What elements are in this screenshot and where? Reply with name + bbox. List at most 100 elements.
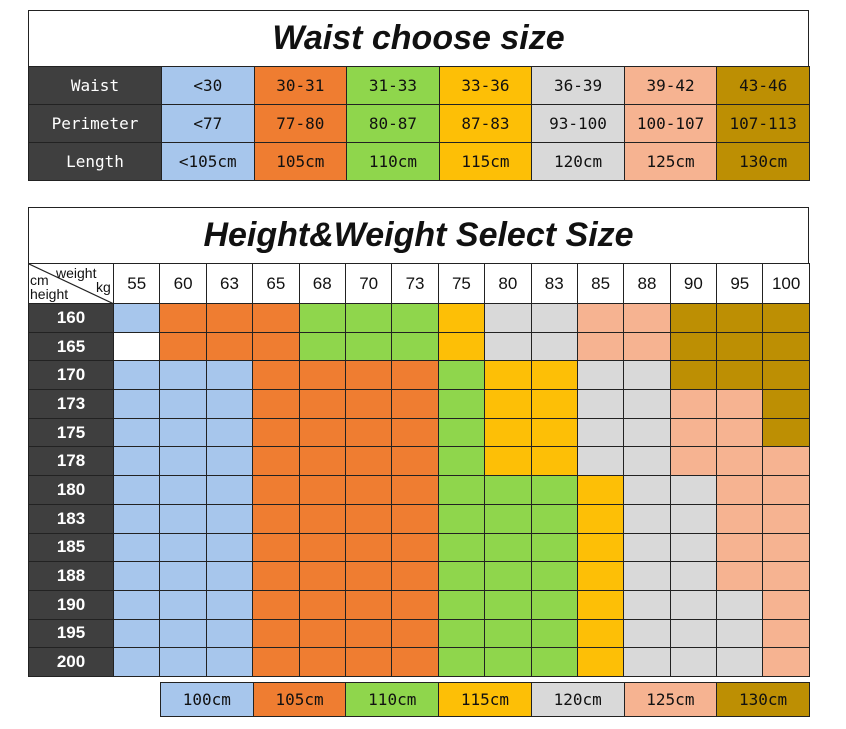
size-cell: <77 [161,104,255,143]
size-grid-cell [437,503,486,534]
height-row: 200 [28,647,810,677]
size-grid-cell [205,647,254,677]
size-grid-cell [112,389,161,419]
size-grid-cell [252,618,300,649]
length-legend: 100cm 105cm 110cm 115cm 120cm 125cm 130cm [160,682,810,717]
size-grid-cell [484,417,532,448]
size-grid-cell [205,475,254,505]
size-grid-cell [298,618,346,649]
size-grid-cell [716,475,764,505]
size-cell: 100-107 [623,104,718,143]
size-grid-cell [669,446,718,477]
corner-height: height [30,286,69,302]
height-label: 190 [28,589,114,620]
height-weight-size-table: weight kg cm height 55 60 63 65 68 70 73 75 80 83 85 88… [28,263,810,677]
height-row: 188 [28,561,810,591]
size-grid-cell [391,618,439,649]
legend-row: 100cm 105cm 110cm 115cm 120cm 125cm 130cm [160,682,810,717]
size-grid-cell [576,647,625,677]
size-grid-cell [484,503,532,534]
height-label: 170 [28,360,114,391]
legend-item: 105cm [252,682,347,717]
size-grid-cell [623,618,671,649]
size-grid-cell [576,417,625,448]
size-grid-cell [437,303,486,333]
size-grid-cell [623,589,671,620]
height-row: 178 [28,446,810,477]
hw-table-title-box: Height&Weight Select Size [28,207,809,263]
size-grid-cell [669,360,718,391]
size-grid-cell [252,389,300,419]
size-grid-cell [205,503,254,534]
height-row: 170 [28,360,810,391]
size-grid-cell [344,389,393,419]
size-grid-cell [344,331,393,362]
size-grid-cell [530,360,578,391]
size-grid-cell [669,532,718,563]
size-grid-cell [530,532,578,563]
size-grid-cell [437,389,486,419]
legend-item: 130cm [716,682,810,717]
weight-header: 85 [576,263,625,304]
size-grid-cell [623,389,671,419]
size-grid-cell [391,503,439,534]
size-grid-cell [298,647,346,677]
weight-header: 65 [252,263,300,304]
size-grid-cell [716,647,764,677]
size-grid-cell [205,417,254,448]
size-grid-cell [437,446,486,477]
size-cell: 80-87 [346,104,440,143]
size-grid-cell [252,503,300,534]
size-grid-cell [762,446,810,477]
size-grid-cell [112,561,161,591]
size-grid-cell [762,417,810,448]
size-grid-cell [716,389,764,419]
weight-header: 60 [159,263,207,304]
size-grid-cell [484,618,532,649]
size-grid-cell [484,532,532,563]
size-grid-cell [437,417,486,448]
height-label: 165 [28,331,114,362]
size-cell: 105cm [253,142,348,181]
size-grid-cell [159,503,207,534]
size-grid-cell [623,532,671,563]
size-grid-cell [205,303,254,333]
size-grid-cell [205,589,254,620]
size-grid-cell [252,475,300,505]
size-grid-cell [391,589,439,620]
size-grid-cell [344,618,393,649]
size-grid-cell [530,446,578,477]
waist-table-title-box: Waist choose size [28,10,809,66]
height-label: 175 [28,417,114,448]
size-grid-cell [252,589,300,620]
size-grid-cell [344,561,393,591]
size-grid-cell [576,503,625,534]
size-grid-cell [112,503,161,534]
size-grid-cell [530,561,578,591]
size-cell: 36-39 [531,66,625,105]
size-grid-cell [344,417,393,448]
size-grid-cell [530,647,578,677]
size-grid-cell [344,589,393,620]
size-grid-cell [112,331,161,362]
size-grid-cell [576,303,625,333]
size-grid-cell [437,618,486,649]
size-grid-cell [669,389,718,419]
size-grid-cell [205,618,254,649]
size-grid-cell [112,618,161,649]
size-grid-cell [762,618,810,649]
height-row: 183 [28,503,810,534]
size-grid-cell [484,647,532,677]
size-grid-cell [112,417,161,448]
height-label: 183 [28,503,114,534]
size-grid-cell [623,303,671,333]
size-grid-cell [576,389,625,419]
size-grid-cell [391,446,439,477]
corner-header: weight kg cm height [28,263,114,304]
weight-header: 83 [530,263,578,304]
waist-size-table: Waist <30 30-31 31-33 33-36 36-39 39-42 43-46 Pe… [28,66,810,181]
size-grid-cell [298,303,346,333]
size-grid-cell [762,589,810,620]
size-grid-cell [252,561,300,591]
size-grid-cell [576,360,625,391]
